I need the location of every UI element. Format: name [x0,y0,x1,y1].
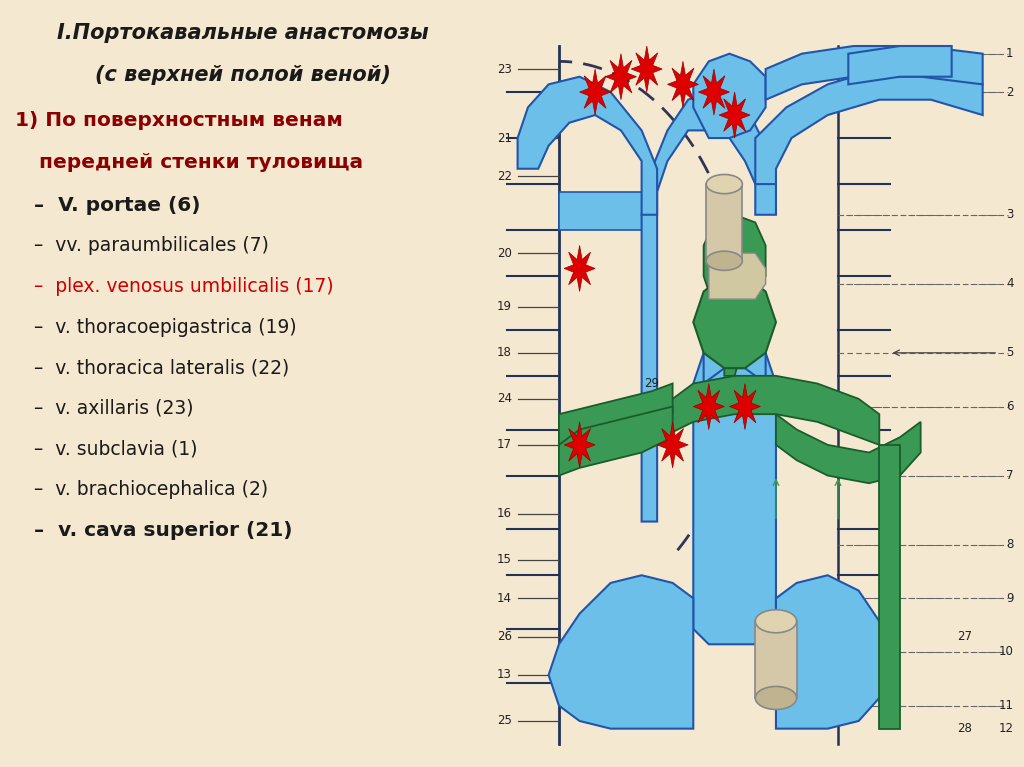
Polygon shape [776,575,890,729]
Text: –  v. thoracoepigastrica (19): – v. thoracoepigastrica (19) [34,318,297,337]
Polygon shape [549,575,693,729]
Text: 29: 29 [644,377,659,390]
Text: (с верхней полой веной): (с верхней полой веной) [95,65,391,85]
Text: 9: 9 [1007,592,1014,604]
Ellipse shape [756,610,797,633]
Text: 11: 11 [998,700,1014,712]
Text: 12: 12 [998,723,1014,735]
Text: 13: 13 [497,669,512,681]
Ellipse shape [707,175,742,194]
Polygon shape [776,414,921,483]
Text: 8: 8 [1007,538,1014,551]
Polygon shape [642,92,776,522]
Text: 2: 2 [1007,86,1014,98]
Polygon shape [564,245,595,291]
Text: I.Портокавальные анастомозы: I.Портокавальные анастомозы [57,23,429,43]
Text: 6: 6 [1007,400,1014,413]
Text: 20: 20 [497,247,512,259]
Polygon shape [693,384,724,430]
Polygon shape [605,54,637,100]
Polygon shape [663,376,880,445]
Polygon shape [517,77,657,215]
Text: 23: 23 [497,63,512,75]
Text: –  v. thoracica lateralis (22): – v. thoracica lateralis (22) [34,358,290,377]
Polygon shape [719,92,751,138]
Polygon shape [703,215,766,376]
Polygon shape [668,61,698,107]
Text: передней стенки туловища: передней стенки туловища [39,153,364,173]
Text: 7: 7 [1007,469,1014,482]
Polygon shape [756,69,983,184]
Polygon shape [564,422,595,468]
Ellipse shape [707,252,742,271]
Polygon shape [880,445,900,729]
Text: 25: 25 [497,715,512,727]
Polygon shape [631,46,663,92]
Polygon shape [703,322,766,384]
Text: –  vv. paraumbilicales (7): – vv. paraumbilicales (7) [34,236,269,255]
Polygon shape [698,69,729,115]
Polygon shape [559,192,642,230]
Text: –  plex. venosus umbilicalis (17): – plex. venosus umbilicalis (17) [34,277,334,296]
Text: –  V. portae (6): – V. portae (6) [34,196,201,215]
Text: –  v. brachiocephalica (2): – v. brachiocephalica (2) [34,480,268,499]
Text: 10: 10 [998,646,1014,658]
Polygon shape [848,46,951,84]
Text: 3: 3 [1007,209,1014,221]
Text: 1) По поверхностным венам: 1) По поверхностным венам [14,111,342,130]
Polygon shape [709,253,766,299]
Polygon shape [559,384,673,445]
Polygon shape [729,384,761,430]
Text: 21: 21 [497,132,512,144]
Polygon shape [693,276,776,368]
Text: 16: 16 [497,508,512,520]
Bar [756,621,797,698]
Text: 14: 14 [497,592,512,604]
Polygon shape [693,54,766,138]
Text: 1: 1 [1007,48,1014,60]
Ellipse shape [756,686,797,709]
Text: 27: 27 [957,630,973,643]
Text: 5: 5 [1007,347,1014,359]
Text: 15: 15 [497,554,512,566]
Text: 18: 18 [497,347,512,359]
Polygon shape [657,422,688,468]
Text: –  v. cava superior (21): – v. cava superior (21) [34,521,293,540]
Text: 19: 19 [497,301,512,313]
Text: 24: 24 [497,393,512,405]
Polygon shape [559,407,673,476]
Text: 4: 4 [1007,278,1014,290]
Polygon shape [693,337,776,644]
Text: –  v. axillaris (23): – v. axillaris (23) [34,399,194,418]
Text: 17: 17 [497,439,512,451]
Polygon shape [580,69,610,115]
Bar [707,184,742,261]
Text: 28: 28 [957,723,973,735]
Polygon shape [766,46,983,100]
Text: 26: 26 [497,630,512,643]
Text: –  v. subclavia (1): – v. subclavia (1) [34,439,198,459]
Text: 22: 22 [497,170,512,183]
